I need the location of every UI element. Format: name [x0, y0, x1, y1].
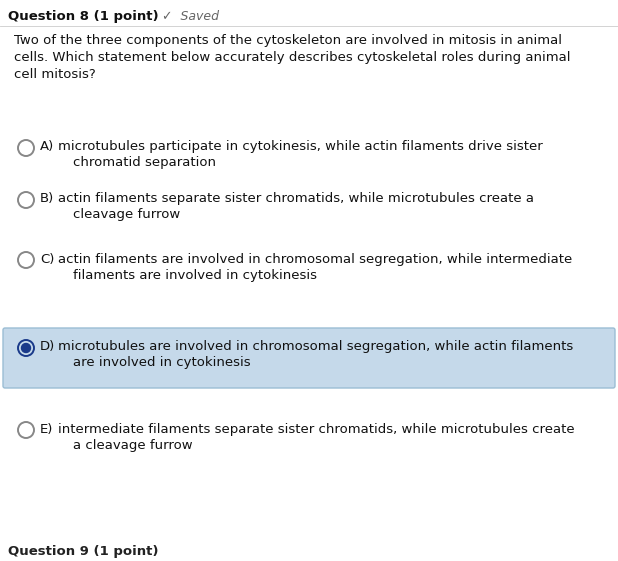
Text: C): C) — [40, 253, 54, 266]
FancyBboxPatch shape — [0, 0, 618, 534]
Text: Question 8 (1 point): Question 8 (1 point) — [8, 10, 159, 23]
Text: Two of the three components of the cytoskeleton are involved in mitosis in anima: Two of the three components of the cytos… — [14, 34, 570, 81]
Text: intermediate filaments separate sister chromatids, while microtubules create: intermediate filaments separate sister c… — [58, 423, 575, 436]
Text: cleavage furrow: cleavage furrow — [73, 208, 180, 221]
Text: B): B) — [40, 192, 54, 205]
Text: actin filaments are involved in chromosomal segregation, while intermediate: actin filaments are involved in chromoso… — [58, 253, 572, 266]
Text: filaments are involved in cytokinesis: filaments are involved in cytokinesis — [73, 269, 317, 282]
Text: ✓  Saved: ✓ Saved — [162, 10, 219, 23]
Text: microtubules are involved in chromosomal segregation, while actin filaments: microtubules are involved in chromosomal… — [58, 340, 574, 353]
Text: Question 9 (1 point): Question 9 (1 point) — [8, 545, 158, 558]
Text: are involved in cytokinesis: are involved in cytokinesis — [73, 356, 251, 369]
Text: D): D) — [40, 340, 55, 353]
Text: a cleavage furrow: a cleavage furrow — [73, 439, 193, 452]
Text: A): A) — [40, 140, 54, 153]
Text: microtubules participate in cytokinesis, while actin filaments drive sister: microtubules participate in cytokinesis,… — [58, 140, 543, 153]
Text: chromatid separation: chromatid separation — [73, 156, 216, 169]
Text: actin filaments separate sister chromatids, while microtubules create a: actin filaments separate sister chromati… — [58, 192, 534, 205]
FancyBboxPatch shape — [3, 328, 615, 388]
Text: E): E) — [40, 423, 53, 436]
Circle shape — [22, 343, 30, 352]
